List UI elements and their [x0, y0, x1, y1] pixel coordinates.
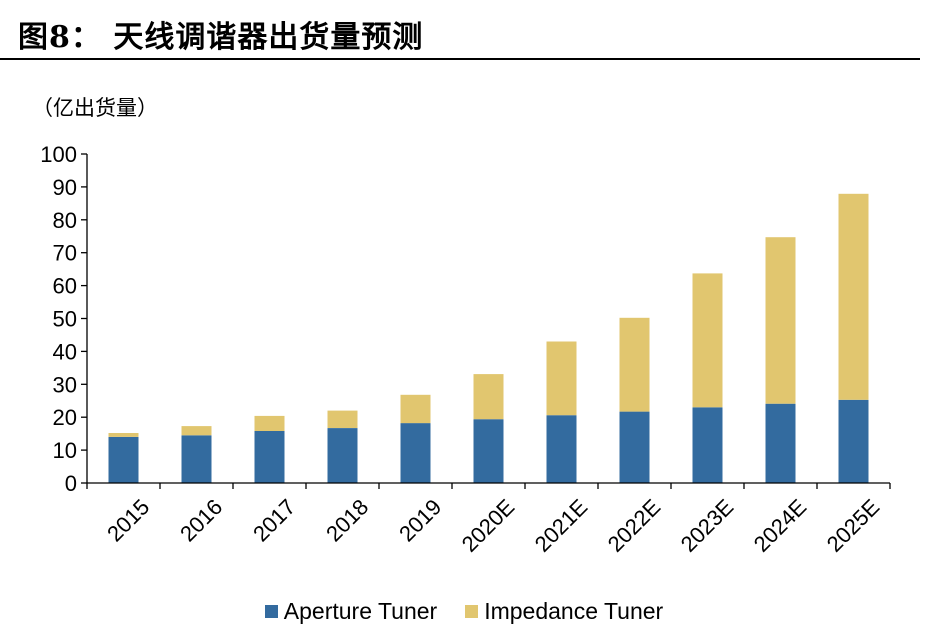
legend-swatch-impedance [465, 605, 479, 618]
x-tick-label: 2022E [603, 494, 666, 557]
bar-impedance-2016 [181, 426, 212, 436]
x-tick-label: 2016 [175, 494, 227, 546]
x-tick-label: 2025E [822, 494, 885, 557]
x-tick-label: 2018 [321, 494, 373, 546]
bar-impedance-2023E [692, 273, 723, 408]
x-tick-label: 2015 [102, 494, 154, 546]
legend-label-impedance: Impedance Tuner [484, 598, 664, 624]
x-tick-label: 2020E [457, 494, 520, 557]
bar-aperture-2023E [692, 407, 723, 483]
bars-group [108, 193, 869, 483]
y-tick-label: 60 [53, 274, 77, 299]
bar-impedance-2019 [400, 394, 431, 424]
bar-aperture-2024E [765, 403, 796, 483]
y-tick-label: 10 [53, 438, 77, 463]
x-tick-label: 2019 [394, 494, 446, 546]
bar-aperture-2025E [838, 399, 869, 483]
axes-group: 0 10 20 30 40 50 60 70 80 90 100 2015 2016 2017 2018 20… [40, 142, 891, 557]
bar-impedance-2024E [765, 237, 796, 404]
y-tick-label: 70 [53, 241, 77, 266]
y-tick-label: 50 [53, 307, 77, 332]
y-tick-label: 90 [53, 175, 77, 200]
x-tick-label: 2017 [248, 494, 300, 546]
legend-item-aperture: Aperture Tuner [264, 598, 438, 625]
y-tick-label: 30 [53, 372, 77, 397]
bar-aperture-2020E [473, 419, 504, 483]
unit-label: （亿出货量） [32, 96, 158, 120]
y-tick-label: 100 [40, 142, 77, 167]
legend-item-impedance: Impedance Tuner [465, 598, 663, 625]
x-tick-label: 2023E [676, 494, 739, 557]
y-tick-label: 0 [65, 471, 77, 496]
y-tick-label: 40 [53, 339, 77, 364]
bar-impedance-2020E [473, 374, 504, 420]
bar-impedance-2022E [619, 317, 650, 412]
bar-aperture-2018 [327, 428, 358, 483]
x-tick-label: 2021E [530, 494, 593, 557]
bar-impedance-2015 [108, 433, 139, 437]
bar-aperture-2019 [400, 423, 431, 483]
y-tick-label: 20 [53, 405, 77, 430]
figure-title: 图8： 天线调谐器出货量预测 [18, 20, 424, 55]
legend-label-aperture: Aperture Tuner [283, 598, 438, 624]
bar-impedance-2017 [254, 415, 285, 431]
bar-impedance-2018 [327, 410, 358, 428]
x-tick-label: 2024E [749, 494, 812, 557]
bar-aperture-2021E [546, 415, 577, 483]
title-rule [0, 58, 920, 60]
legend-swatch-aperture [264, 605, 278, 618]
bar-impedance-2021E [546, 341, 577, 416]
bar-aperture-2017 [254, 431, 285, 483]
bar-aperture-2015 [108, 436, 139, 483]
bar-aperture-2016 [181, 435, 212, 483]
y-tick-label: 80 [53, 208, 77, 233]
bar-impedance-2025E [838, 193, 869, 400]
legend: Aperture Tuner Impedance Tuner [0, 598, 928, 625]
bar-aperture-2022E [619, 411, 650, 483]
